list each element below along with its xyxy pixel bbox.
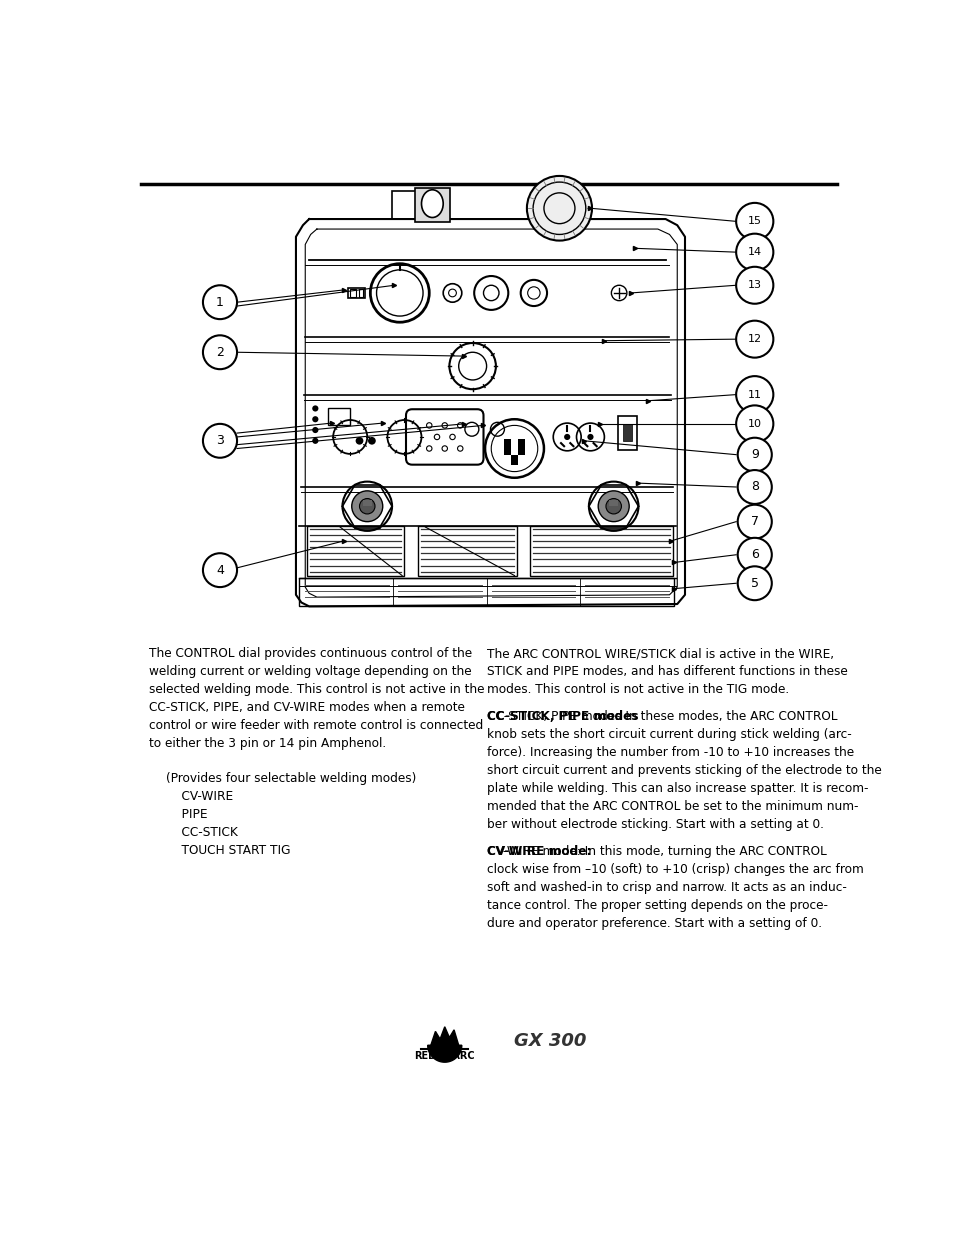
Circle shape (737, 567, 771, 600)
Circle shape (352, 490, 382, 521)
Circle shape (605, 499, 620, 514)
Text: 11: 11 (747, 389, 760, 400)
Circle shape (312, 427, 318, 433)
Text: 15: 15 (747, 216, 760, 226)
Bar (350, 289, 356, 296)
Text: 8: 8 (750, 480, 758, 494)
Bar (530, 526, 673, 576)
Bar (392, 190, 436, 220)
Bar (328, 409, 350, 425)
Bar (510, 454, 517, 466)
Circle shape (736, 321, 773, 358)
Circle shape (736, 377, 773, 412)
Text: (Provides four selectable welding modes)
    CV-WIRE
    PIPE
    CC-STICK
    T: (Provides four selectable welding modes)… (166, 772, 416, 857)
Bar (618, 416, 637, 450)
Circle shape (203, 285, 236, 319)
Bar (415, 188, 450, 222)
Circle shape (737, 437, 771, 472)
Circle shape (736, 233, 773, 270)
Circle shape (368, 437, 375, 445)
Text: CV-WIRE mode:: CV-WIRE mode: (486, 845, 591, 858)
Text: 4: 4 (215, 563, 224, 577)
Circle shape (736, 267, 773, 304)
Circle shape (312, 437, 318, 443)
Circle shape (598, 490, 629, 521)
Text: 9: 9 (750, 448, 758, 461)
Circle shape (736, 405, 773, 442)
Circle shape (203, 424, 236, 458)
Circle shape (587, 433, 593, 440)
Circle shape (355, 437, 363, 445)
Text: GX 300: GX 300 (514, 1032, 586, 1051)
Text: RED-D-ARC: RED-D-ARC (414, 1051, 475, 1061)
Circle shape (737, 471, 771, 504)
Circle shape (737, 537, 771, 572)
Text: CC-STICK, PIPE modes: CC-STICK, PIPE modes (486, 710, 638, 724)
Bar (362, 500, 372, 506)
Text: CV-WIRE mode: In this mode, turning the ARC CONTROL
clock wise from –10 (soft) t: CV-WIRE mode: In this mode, turning the … (486, 845, 862, 930)
Text: 7: 7 (750, 515, 758, 529)
Circle shape (203, 553, 236, 587)
Text: The ARC CONTROL WIRE/STICK dial is active in the WIRE,
STICK and PIPE modes, and: The ARC CONTROL WIRE/STICK dial is activ… (486, 647, 846, 697)
Ellipse shape (421, 190, 443, 217)
Circle shape (563, 433, 570, 440)
Text: CC-STICK, PIPE modes In these modes, the ARC CONTROL
knob sets the short circuit: CC-STICK, PIPE modes In these modes, the… (486, 710, 881, 831)
Circle shape (736, 203, 773, 240)
Circle shape (312, 416, 318, 422)
Bar (517, 440, 525, 454)
Circle shape (526, 175, 592, 241)
Text: 1: 1 (215, 295, 224, 309)
Bar (298, 578, 674, 605)
Text: 13: 13 (747, 280, 760, 290)
Circle shape (359, 499, 375, 514)
Bar (622, 424, 632, 441)
Circle shape (737, 505, 771, 538)
Bar (608, 500, 618, 506)
Text: 12: 12 (747, 335, 761, 345)
Text: 3: 3 (215, 435, 224, 447)
Text: 5: 5 (750, 577, 758, 590)
Text: 14: 14 (747, 247, 761, 257)
Bar (417, 526, 517, 576)
Polygon shape (427, 1045, 461, 1062)
Polygon shape (295, 219, 684, 606)
Bar (307, 526, 404, 576)
Circle shape (203, 336, 236, 369)
Bar (503, 440, 511, 454)
Text: 2: 2 (215, 346, 224, 358)
Bar (348, 288, 365, 299)
Polygon shape (431, 1026, 458, 1045)
Text: The CONTROL dial provides continuous control of the
welding current or welding v: The CONTROL dial provides continuous con… (149, 647, 484, 750)
Bar (358, 289, 362, 296)
Text: 6: 6 (750, 548, 758, 561)
Circle shape (312, 405, 318, 411)
Text: 10: 10 (747, 419, 760, 429)
